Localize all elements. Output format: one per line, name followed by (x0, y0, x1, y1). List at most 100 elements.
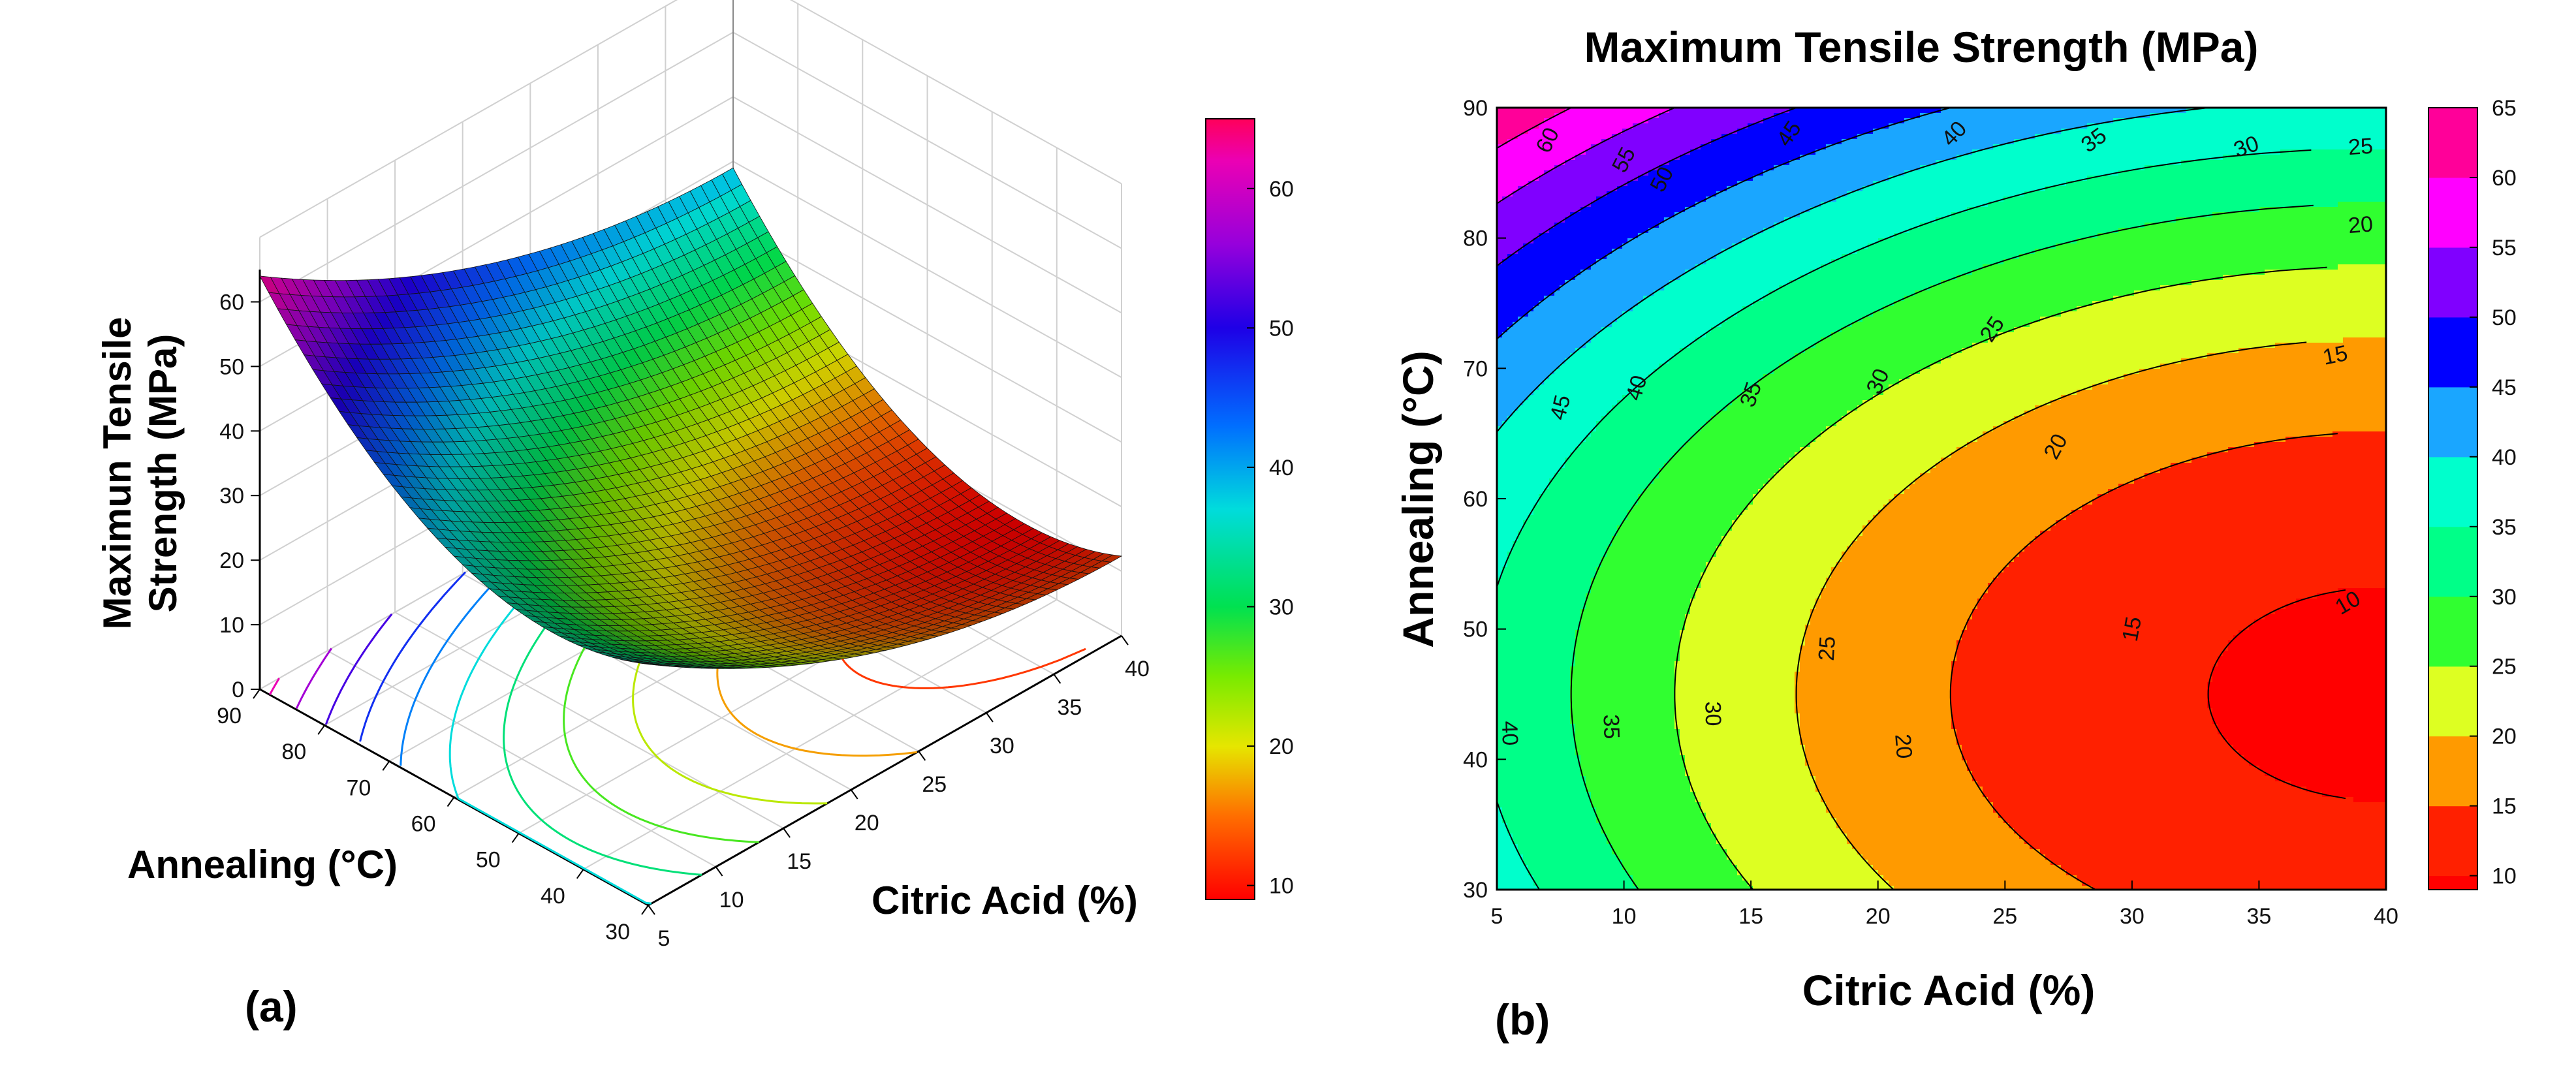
contour-fill-cell (1586, 510, 1592, 516)
contour-fill-cell (1544, 875, 1550, 881)
contour-fill-cell (1528, 818, 1534, 824)
contour-fill-cell (1507, 337, 1513, 343)
contour-fill-cell (1565, 317, 1571, 322)
contour-fill-cell (1560, 651, 1565, 657)
contour-fill-cell (1528, 270, 1534, 275)
contour-fill-cell (1502, 217, 1508, 223)
contour-fill-cell (1580, 698, 1586, 704)
contour-fill-cell (1596, 296, 1602, 302)
contour-fill-cell (1586, 619, 1592, 625)
contour-fill-cell (1560, 630, 1565, 636)
contour-fill-cell (1570, 813, 1576, 819)
contour-fill-cell (1539, 839, 1545, 845)
contour-fill-cell (1549, 484, 1555, 490)
contour-fill-cell (1560, 186, 1565, 192)
contour-fill-cell (1570, 546, 1576, 552)
contour-fill-cell (1523, 473, 1529, 479)
contour-fill-cell (1513, 823, 1518, 829)
contour-fill-cell (1560, 484, 1565, 490)
contour-fill-cell (1560, 270, 1565, 275)
contour-fill-cell (1549, 181, 1555, 187)
contour-fill-cell (1580, 760, 1586, 766)
contour-fill-cell (1507, 802, 1513, 808)
contour-fill-cell (1544, 740, 1550, 745)
contour-fill-cell (1586, 416, 1592, 422)
contour-fill-cell (1580, 713, 1586, 719)
contour-fill-cell (1575, 405, 1581, 411)
contour-fill-cell (1518, 792, 1524, 798)
contour-fill-cell (1565, 854, 1571, 860)
contour-fill-cell (1544, 604, 1550, 610)
contour-fill-cell (1518, 473, 1524, 479)
contour-fill-cell (1544, 301, 1550, 307)
contour-fill-cell (1544, 640, 1550, 646)
contour-fill-cell (1544, 238, 1550, 244)
contour-fill-cell (1575, 421, 1581, 427)
contour-fill-cell (1575, 552, 1581, 557)
contour-fill-cell (1544, 755, 1550, 761)
contour-fill-cell (1523, 426, 1529, 432)
contour-fill-cell (1586, 505, 1592, 510)
contour-fill-cell (1580, 572, 1586, 578)
contour-fill-cell (1539, 379, 1545, 385)
contour-fill-cell (1533, 760, 1539, 766)
contour-fill-cell (1580, 520, 1586, 526)
contour-fill-cell (1539, 875, 1545, 881)
contour-fill-cell (1518, 358, 1524, 364)
contour-fill-cell (1596, 442, 1602, 448)
contour-fill-cell (1560, 661, 1565, 667)
contour-fill-cell (1523, 839, 1529, 845)
contour-fill-cell (1554, 520, 1560, 526)
contour-fill-cell (1591, 186, 1597, 192)
contour-fill-cell (1580, 332, 1586, 338)
contour-fill-cell (1533, 458, 1539, 463)
contour-fill-cell (1586, 693, 1592, 698)
contour-fill-cell (1533, 828, 1539, 834)
contour-fill-cell (1513, 144, 1518, 150)
contour-fill-cell (1565, 567, 1571, 573)
contour-fill-cell (1586, 802, 1592, 808)
contour-fill-cell (1549, 494, 1555, 500)
contour-fill-cell (1554, 489, 1560, 495)
contour-fill-cell (1528, 499, 1534, 505)
contour-fill-cell (1539, 499, 1545, 505)
contour-fill-cell (1539, 708, 1545, 714)
surface-colorbar-tick-label: 20 (1269, 734, 1294, 759)
contour-fill-cell (1554, 760, 1560, 766)
z-tick-label: 50 (219, 354, 244, 379)
contour-fill-cell (1523, 134, 1529, 140)
contour-fill-cell (1549, 865, 1555, 871)
contour-fill-cell (1518, 552, 1524, 557)
contour-fill-cell (1513, 828, 1518, 834)
contour-fill-cell (1586, 207, 1592, 213)
contour-fill-cell (1575, 646, 1581, 651)
contour-fill-cell (1507, 431, 1513, 437)
contour-fill-cell (1544, 541, 1550, 547)
contour-fill-cell (1586, 666, 1592, 672)
contour-fill-cell (1560, 275, 1565, 281)
contour-fill-cell (1544, 849, 1550, 855)
contour-fill-cell (1528, 416, 1534, 422)
contour-fill-cell (1591, 311, 1597, 317)
contour-fill-cell (1575, 834, 1581, 839)
contour-fill-cell (1575, 599, 1581, 604)
contour-fill-cell (1533, 322, 1539, 328)
contour-fill-cell (1560, 687, 1565, 693)
contour-fill-cell (1539, 238, 1545, 244)
contour-fill-cell (1528, 802, 1534, 808)
contour-fill-cell (1507, 306, 1513, 312)
contour-fill-cell (1513, 787, 1518, 792)
contour-fill-cell (1523, 505, 1529, 510)
contour-fill-cell (1523, 322, 1529, 328)
contour-fill-cell (1518, 666, 1524, 672)
contour-fill-cell (1586, 854, 1592, 860)
contour-fill-cell (1560, 264, 1565, 270)
contour-fill-cell (1580, 802, 1586, 808)
x-tick-label: 20 (855, 811, 879, 835)
contour-fill-cell (1507, 562, 1513, 568)
contour-fill-cell (1586, 719, 1592, 725)
contour-fill-cell (1528, 713, 1534, 719)
contour-fill-cell (1513, 113, 1518, 119)
contour-fill-cell (1596, 212, 1602, 218)
contour-fill-cell (1575, 395, 1581, 401)
